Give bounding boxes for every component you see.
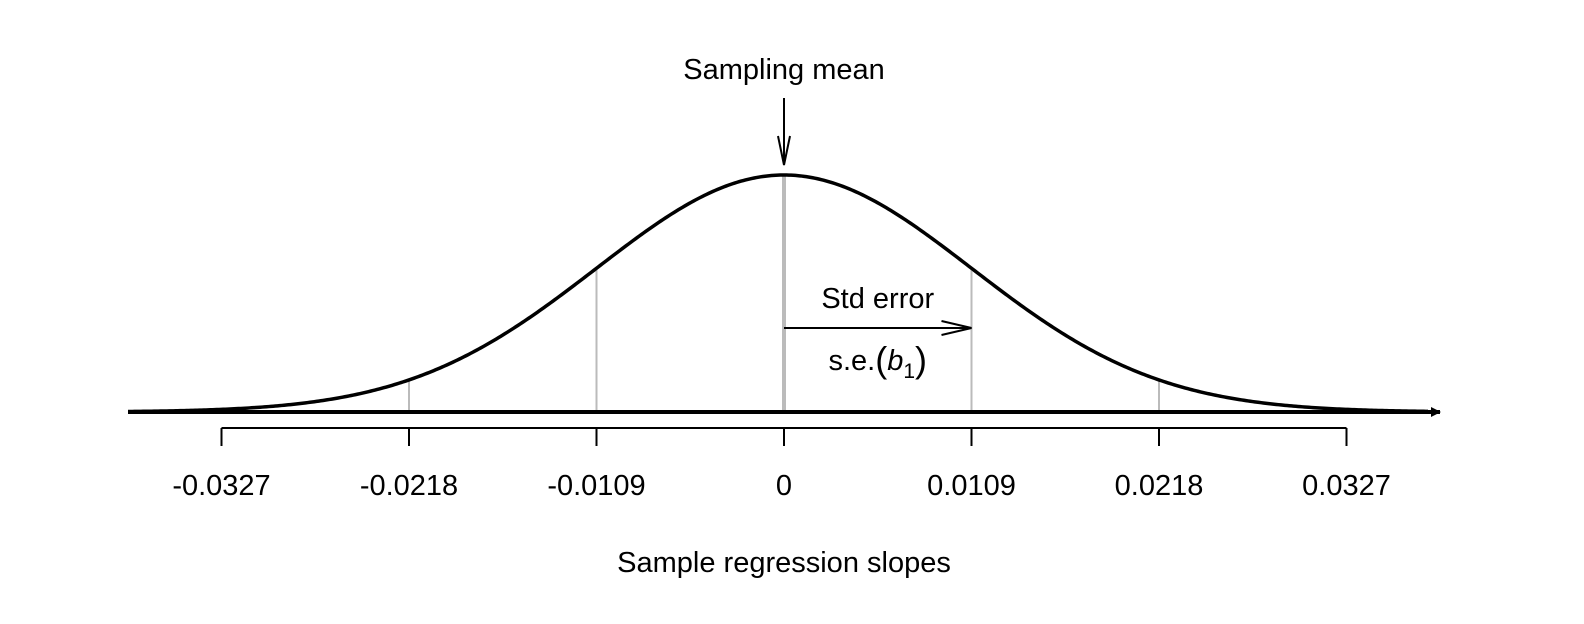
tick-label-3: 0: [776, 470, 792, 502]
std-error-arrow: [784, 320, 972, 336]
mean-arrow-head: [777, 135, 791, 166]
sampling-mean-label: Sampling mean: [683, 54, 885, 86]
reference-lines: [220, 175, 1348, 412]
tick-label-6: 0.0327: [1302, 470, 1391, 502]
se-formula-variable: b: [887, 345, 903, 377]
std-error-label: Std error: [821, 283, 934, 315]
se-formula-label: s.e.(b1): [828, 339, 927, 383]
x-axis-label: Sample regression slopes: [617, 547, 951, 579]
std-error-arrow-head: [941, 320, 972, 336]
se-formula-prefix: s.e.: [828, 345, 875, 377]
density-curve: [127, 173, 1429, 414]
tick-label-1: -0.0218: [360, 470, 458, 502]
se-formula-open-paren: (: [875, 339, 887, 380]
tick-label-4: 0.0109: [927, 470, 1016, 502]
mean-arrow: [777, 98, 791, 166]
tick-axis: -0.0327 -0.0218 -0.0109 0 0.0109 0.0218 0.0327: [172, 427, 1391, 502]
tick-label-2: -0.0109: [547, 470, 645, 502]
tick-label-0: -0.0327: [172, 470, 270, 502]
se-formula-subscript: 1: [903, 360, 915, 383]
se-formula-close-paren: ): [915, 339, 927, 380]
tick-label-5: 0.0218: [1115, 470, 1204, 502]
